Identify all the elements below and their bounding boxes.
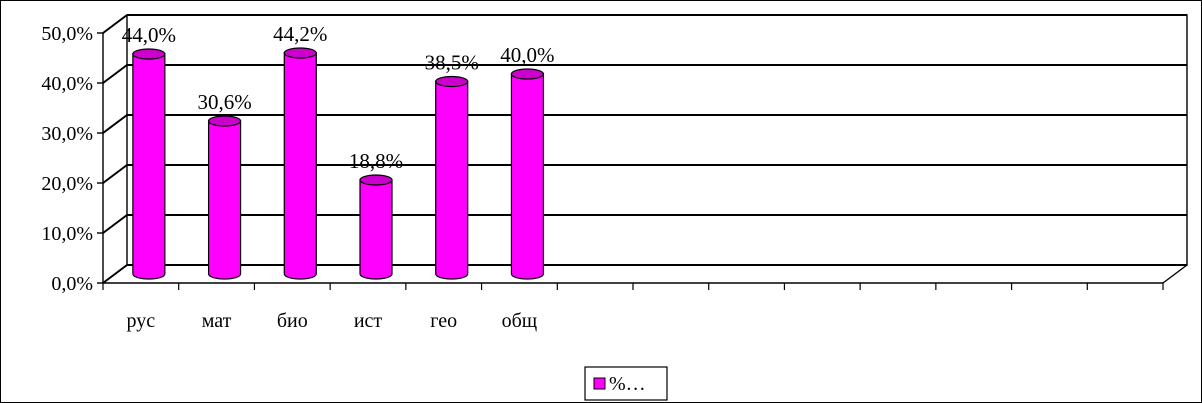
data-label: 44,2% [273,22,327,46]
y-tick-label: 20,0% [41,173,93,195]
legend-label: %… [609,373,646,395]
gridline-depth [102,214,128,234]
bar-top [510,68,545,80]
data-label: 38,5% [425,51,479,75]
category-label: ист [354,310,383,332]
gridline-depth [102,164,128,184]
bar-top [207,115,242,127]
bar-top [132,48,166,60]
category-label: гео [430,310,457,332]
y-tick-label: 40,0% [41,73,93,95]
bar [435,80,469,280]
bar [132,53,166,280]
category-label: рус [127,310,156,332]
y-tick-label: 50,0% [41,23,93,45]
bar [510,73,545,280]
data-label: 40,0% [500,43,554,67]
data-label: 44,0% [122,23,176,47]
bar-top [435,75,469,88]
y-tick-label: 10,0% [41,223,93,245]
category-label: общ [502,310,538,332]
legend-swatch [593,377,606,390]
category-label: мат [202,310,232,332]
bar [359,179,393,280]
data-label: 18,8% [349,149,403,173]
bar [283,52,317,280]
gridline-depth [102,64,128,84]
y-tick-label: 0,0% [51,273,93,295]
bar [207,120,242,280]
gridline-depth [102,264,128,284]
category-label: био [277,310,308,332]
gridline-depth [102,14,128,34]
data-label: 30,6% [197,90,251,114]
y-tick-label: 30,0% [41,123,93,145]
bar-top [359,174,393,186]
bar-top [283,47,317,59]
gridline-depth [102,114,128,134]
floor-right-edge [1162,264,1188,284]
